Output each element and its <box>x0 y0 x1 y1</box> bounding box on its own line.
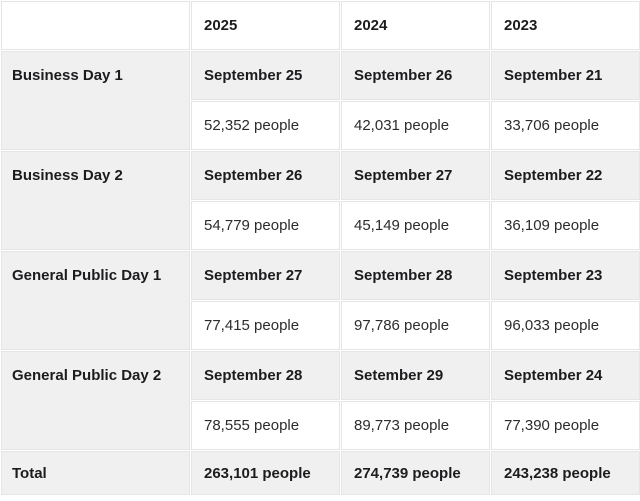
table-header-row: 2025 2024 2023 <box>1 1 640 50</box>
attendance-cell: 96,033 people <box>491 301 640 350</box>
column-header-2023: 2023 <box>491 1 640 50</box>
table-row: Business Day 2 September 26 September 27… <box>1 151 640 250</box>
date-cell: September 22 <box>491 151 640 200</box>
attendance-cell: 97,786 people <box>341 301 490 350</box>
attendance-cell: 52,352 people <box>191 101 340 150</box>
attendance-cell: 45,149 people <box>341 201 490 250</box>
table-row: 77,415 people 97,786 people 96,033 peopl… <box>1 301 640 350</box>
attendance-cell: 42,031 people <box>341 101 490 150</box>
total-cell: 274,739 people <box>341 451 490 495</box>
date-cell: Setember 29 <box>341 351 490 400</box>
total-label: Total <box>1 451 190 495</box>
attendance-cell: 77,390 people <box>491 401 640 450</box>
row-label-business-day-1: Business Day 1 <box>1 51 190 150</box>
row-label-general-public-day-1: General Public Day 1 <box>1 251 190 350</box>
corner-cell <box>1 1 190 50</box>
date-cell: September 23 <box>491 251 640 300</box>
table-total-row: Total 263,101 people 274,739 people 243,… <box>1 451 640 495</box>
column-header-2025: 2025 <box>191 1 340 50</box>
attendance-cell: 33,706 people <box>491 101 640 150</box>
column-header-2024: 2024 <box>341 1 490 50</box>
date-cell: September 27 <box>341 151 490 200</box>
date-cell: September 26 <box>191 151 340 200</box>
date-cell: September 26 <box>341 51 490 100</box>
attendance-cell: 36,109 people <box>491 201 640 250</box>
attendance-cell: 77,415 people <box>191 301 340 350</box>
table-row: 54,779 people 45,149 people 36,109 peopl… <box>1 201 640 250</box>
table-row: General Public Day 1 September 27 Septem… <box>1 251 640 350</box>
table-row: 78,555 people 89,773 people 77,390 peopl… <box>1 401 640 450</box>
table-row: General Public Day 2 September 28 Setemb… <box>1 351 640 450</box>
total-cell: 263,101 people <box>191 451 340 495</box>
attendance-cell: 78,555 people <box>191 401 340 450</box>
attendance-cell: 54,779 people <box>191 201 340 250</box>
date-cell: September 28 <box>341 251 490 300</box>
date-cell: September 27 <box>191 251 340 300</box>
total-cell: 243,238 people <box>491 451 640 495</box>
date-cell: September 24 <box>491 351 640 400</box>
table-row: 52,352 people 42,031 people 33,706 peopl… <box>1 101 640 150</box>
row-label-business-day-2: Business Day 2 <box>1 151 190 250</box>
date-cell: September 21 <box>491 51 640 100</box>
row-label-general-public-day-2: General Public Day 2 <box>1 351 190 450</box>
attendance-cell: 89,773 people <box>341 401 490 450</box>
date-cell: September 28 <box>191 351 340 400</box>
date-cell: September 25 <box>191 51 340 100</box>
table-row: Business Day 1 September 25 September 26… <box>1 51 640 150</box>
